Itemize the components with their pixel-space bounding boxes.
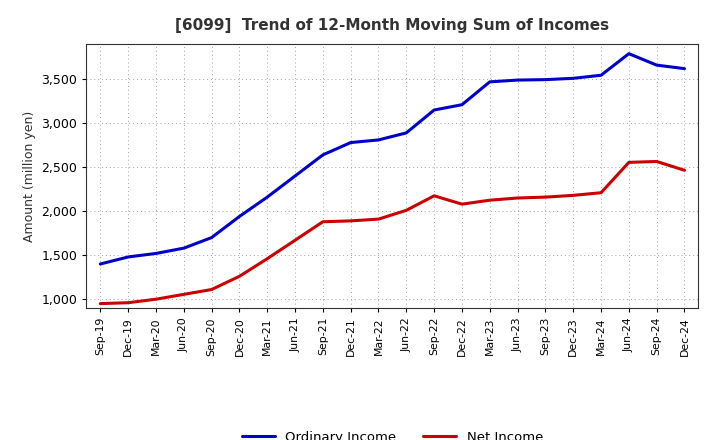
Ordinary Income — [318, 152, 327, 158]
Net Income — [235, 274, 243, 279]
Ordinary Income — [513, 77, 522, 83]
Net Income — [207, 287, 216, 292]
Ordinary Income — [346, 140, 355, 145]
Ordinary Income — [152, 251, 161, 256]
Ordinary Income — [235, 214, 243, 219]
Ordinary Income — [541, 77, 550, 82]
Net Income — [430, 193, 438, 198]
Net Income — [652, 159, 661, 164]
Line: Ordinary Income: Ordinary Income — [100, 54, 685, 264]
Net Income — [458, 202, 467, 207]
Ordinary Income — [124, 254, 132, 260]
Ordinary Income — [402, 130, 410, 136]
Ordinary Income — [207, 235, 216, 240]
Ordinary Income — [597, 73, 606, 78]
Ordinary Income — [569, 76, 577, 81]
Net Income — [263, 256, 271, 261]
Net Income — [402, 208, 410, 213]
Ordinary Income — [624, 51, 633, 56]
Net Income — [124, 300, 132, 305]
Line: Net Income: Net Income — [100, 161, 685, 304]
Ordinary Income — [458, 102, 467, 107]
Ordinary Income — [263, 194, 271, 200]
Ordinary Income — [291, 173, 300, 179]
Net Income — [541, 194, 550, 200]
Net Income — [569, 193, 577, 198]
Net Income — [680, 168, 689, 173]
Net Income — [485, 198, 494, 203]
Ordinary Income — [485, 79, 494, 84]
Ordinary Income — [680, 66, 689, 71]
Net Income — [346, 218, 355, 224]
Net Income — [291, 238, 300, 243]
Net Income — [152, 297, 161, 302]
Ordinary Income — [652, 62, 661, 68]
Net Income — [179, 292, 188, 297]
Net Income — [374, 216, 383, 222]
Title: [6099]  Trend of 12-Month Moving Sum of Incomes: [6099] Trend of 12-Month Moving Sum of I… — [176, 18, 609, 33]
Net Income — [318, 219, 327, 224]
Ordinary Income — [96, 261, 104, 267]
Net Income — [597, 190, 606, 195]
Net Income — [624, 160, 633, 165]
Net Income — [96, 301, 104, 306]
Net Income — [513, 195, 522, 201]
Y-axis label: Amount (million yen): Amount (million yen) — [23, 110, 36, 242]
Ordinary Income — [374, 137, 383, 143]
Legend: Ordinary Income, Net Income: Ordinary Income, Net Income — [237, 425, 548, 440]
Ordinary Income — [179, 246, 188, 251]
Ordinary Income — [430, 107, 438, 113]
